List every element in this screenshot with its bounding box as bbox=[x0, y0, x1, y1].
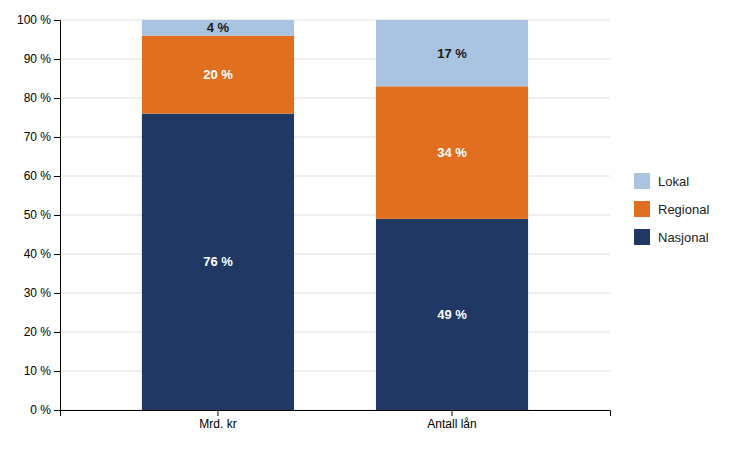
data-labels: 76 % 49 % 20 % 34 % 4 % 17 % bbox=[203, 20, 467, 322]
legend-item: Regional bbox=[634, 201, 709, 217]
bar bbox=[376, 219, 528, 410]
legend-label: Nasjonal bbox=[658, 230, 709, 245]
bar bbox=[376, 86, 528, 219]
x-axis-line bbox=[61, 411, 611, 417]
y-tick-mark bbox=[54, 137, 60, 138]
x-tick-mark bbox=[452, 410, 453, 416]
y-tick: 70 % bbox=[24, 130, 60, 144]
y-axis-line bbox=[54, 21, 61, 411]
series bbox=[142, 20, 528, 86]
x-tick-mark bbox=[217, 410, 218, 416]
bar bbox=[376, 20, 528, 86]
y-tick-mark bbox=[54, 98, 60, 99]
data-label: 49 % bbox=[437, 307, 467, 322]
legend-swatch bbox=[634, 173, 650, 189]
x-tick: Antall lån bbox=[427, 410, 476, 431]
data-label: 17 % bbox=[437, 46, 467, 61]
data-label: 34 % bbox=[437, 145, 467, 160]
bars bbox=[142, 20, 528, 410]
y-tick: 90 % bbox=[24, 52, 60, 66]
legend-label: Regional bbox=[658, 202, 709, 217]
y-tick: 80 % bbox=[24, 91, 60, 105]
y-tick: 40 % bbox=[24, 247, 60, 261]
y-tick: 0 % bbox=[30, 403, 60, 417]
y-tick: 100 % bbox=[17, 13, 60, 27]
y-tick: 60 % bbox=[24, 169, 60, 183]
y-tick: 30 % bbox=[24, 286, 60, 300]
y-tick-label: 30 % bbox=[24, 286, 52, 300]
y-tick-mark bbox=[54, 59, 60, 60]
legend-swatch bbox=[634, 229, 650, 245]
data-label: 4 % bbox=[207, 20, 230, 35]
y-tick-mark bbox=[54, 371, 60, 372]
y-tick: 20 % bbox=[24, 325, 60, 339]
legend-item: Lokal bbox=[634, 173, 689, 189]
legend-label: Lokal bbox=[658, 174, 689, 189]
data-label: 76 % bbox=[203, 254, 233, 269]
y-axis: 0 % 10 % 20 % 30 % 40 % 50 % 60 % 70 % 80 % 90 % 1… bbox=[17, 13, 61, 417]
y-tick-label: 40 % bbox=[24, 247, 52, 261]
y-tick-label: 20 % bbox=[24, 325, 52, 339]
y-tick-label: 50 % bbox=[24, 208, 52, 222]
x-axis: Mrd. kr Antall lån bbox=[61, 410, 611, 431]
legend: Lokal Regional Nasjonal bbox=[634, 173, 709, 245]
data-label: 20 % bbox=[203, 67, 233, 82]
bar bbox=[142, 20, 294, 36]
x-tick-label: Antall lån bbox=[427, 417, 476, 431]
y-tick-label: 0 % bbox=[30, 403, 51, 417]
y-tick-label: 60 % bbox=[24, 169, 52, 183]
y-tick-mark bbox=[54, 176, 60, 177]
y-tick: 50 % bbox=[24, 208, 60, 222]
legend-item: Nasjonal bbox=[634, 229, 709, 245]
y-tick-label: 70 % bbox=[24, 130, 52, 144]
y-tick-mark bbox=[54, 254, 60, 255]
y-tick-mark bbox=[54, 332, 60, 333]
plot: 0 % 10 % 20 % 30 % 40 % 50 % 60 % 70 % 80 % 90 % 1… bbox=[17, 13, 611, 430]
y-tick-label: 90 % bbox=[24, 52, 52, 66]
y-tick-mark bbox=[54, 410, 60, 411]
x-tick: Mrd. kr bbox=[199, 410, 236, 431]
y-tick-mark bbox=[54, 20, 60, 21]
bar bbox=[142, 36, 294, 114]
bar bbox=[142, 114, 294, 410]
y-tick-label: 100 % bbox=[17, 13, 51, 27]
y-tick-mark bbox=[54, 293, 60, 294]
y-tick: 10 % bbox=[24, 364, 60, 378]
grid bbox=[60, 20, 610, 410]
chart: 0 % 10 % 20 % 30 % 40 % 50 % 60 % 70 % 80 % 90 % 1… bbox=[0, 0, 750, 450]
x-tick-label: Mrd. kr bbox=[199, 417, 236, 431]
legend-swatch bbox=[634, 201, 650, 217]
y-tick-label: 10 % bbox=[24, 364, 52, 378]
y-tick-label: 80 % bbox=[24, 91, 52, 105]
y-tick-mark bbox=[54, 215, 60, 216]
